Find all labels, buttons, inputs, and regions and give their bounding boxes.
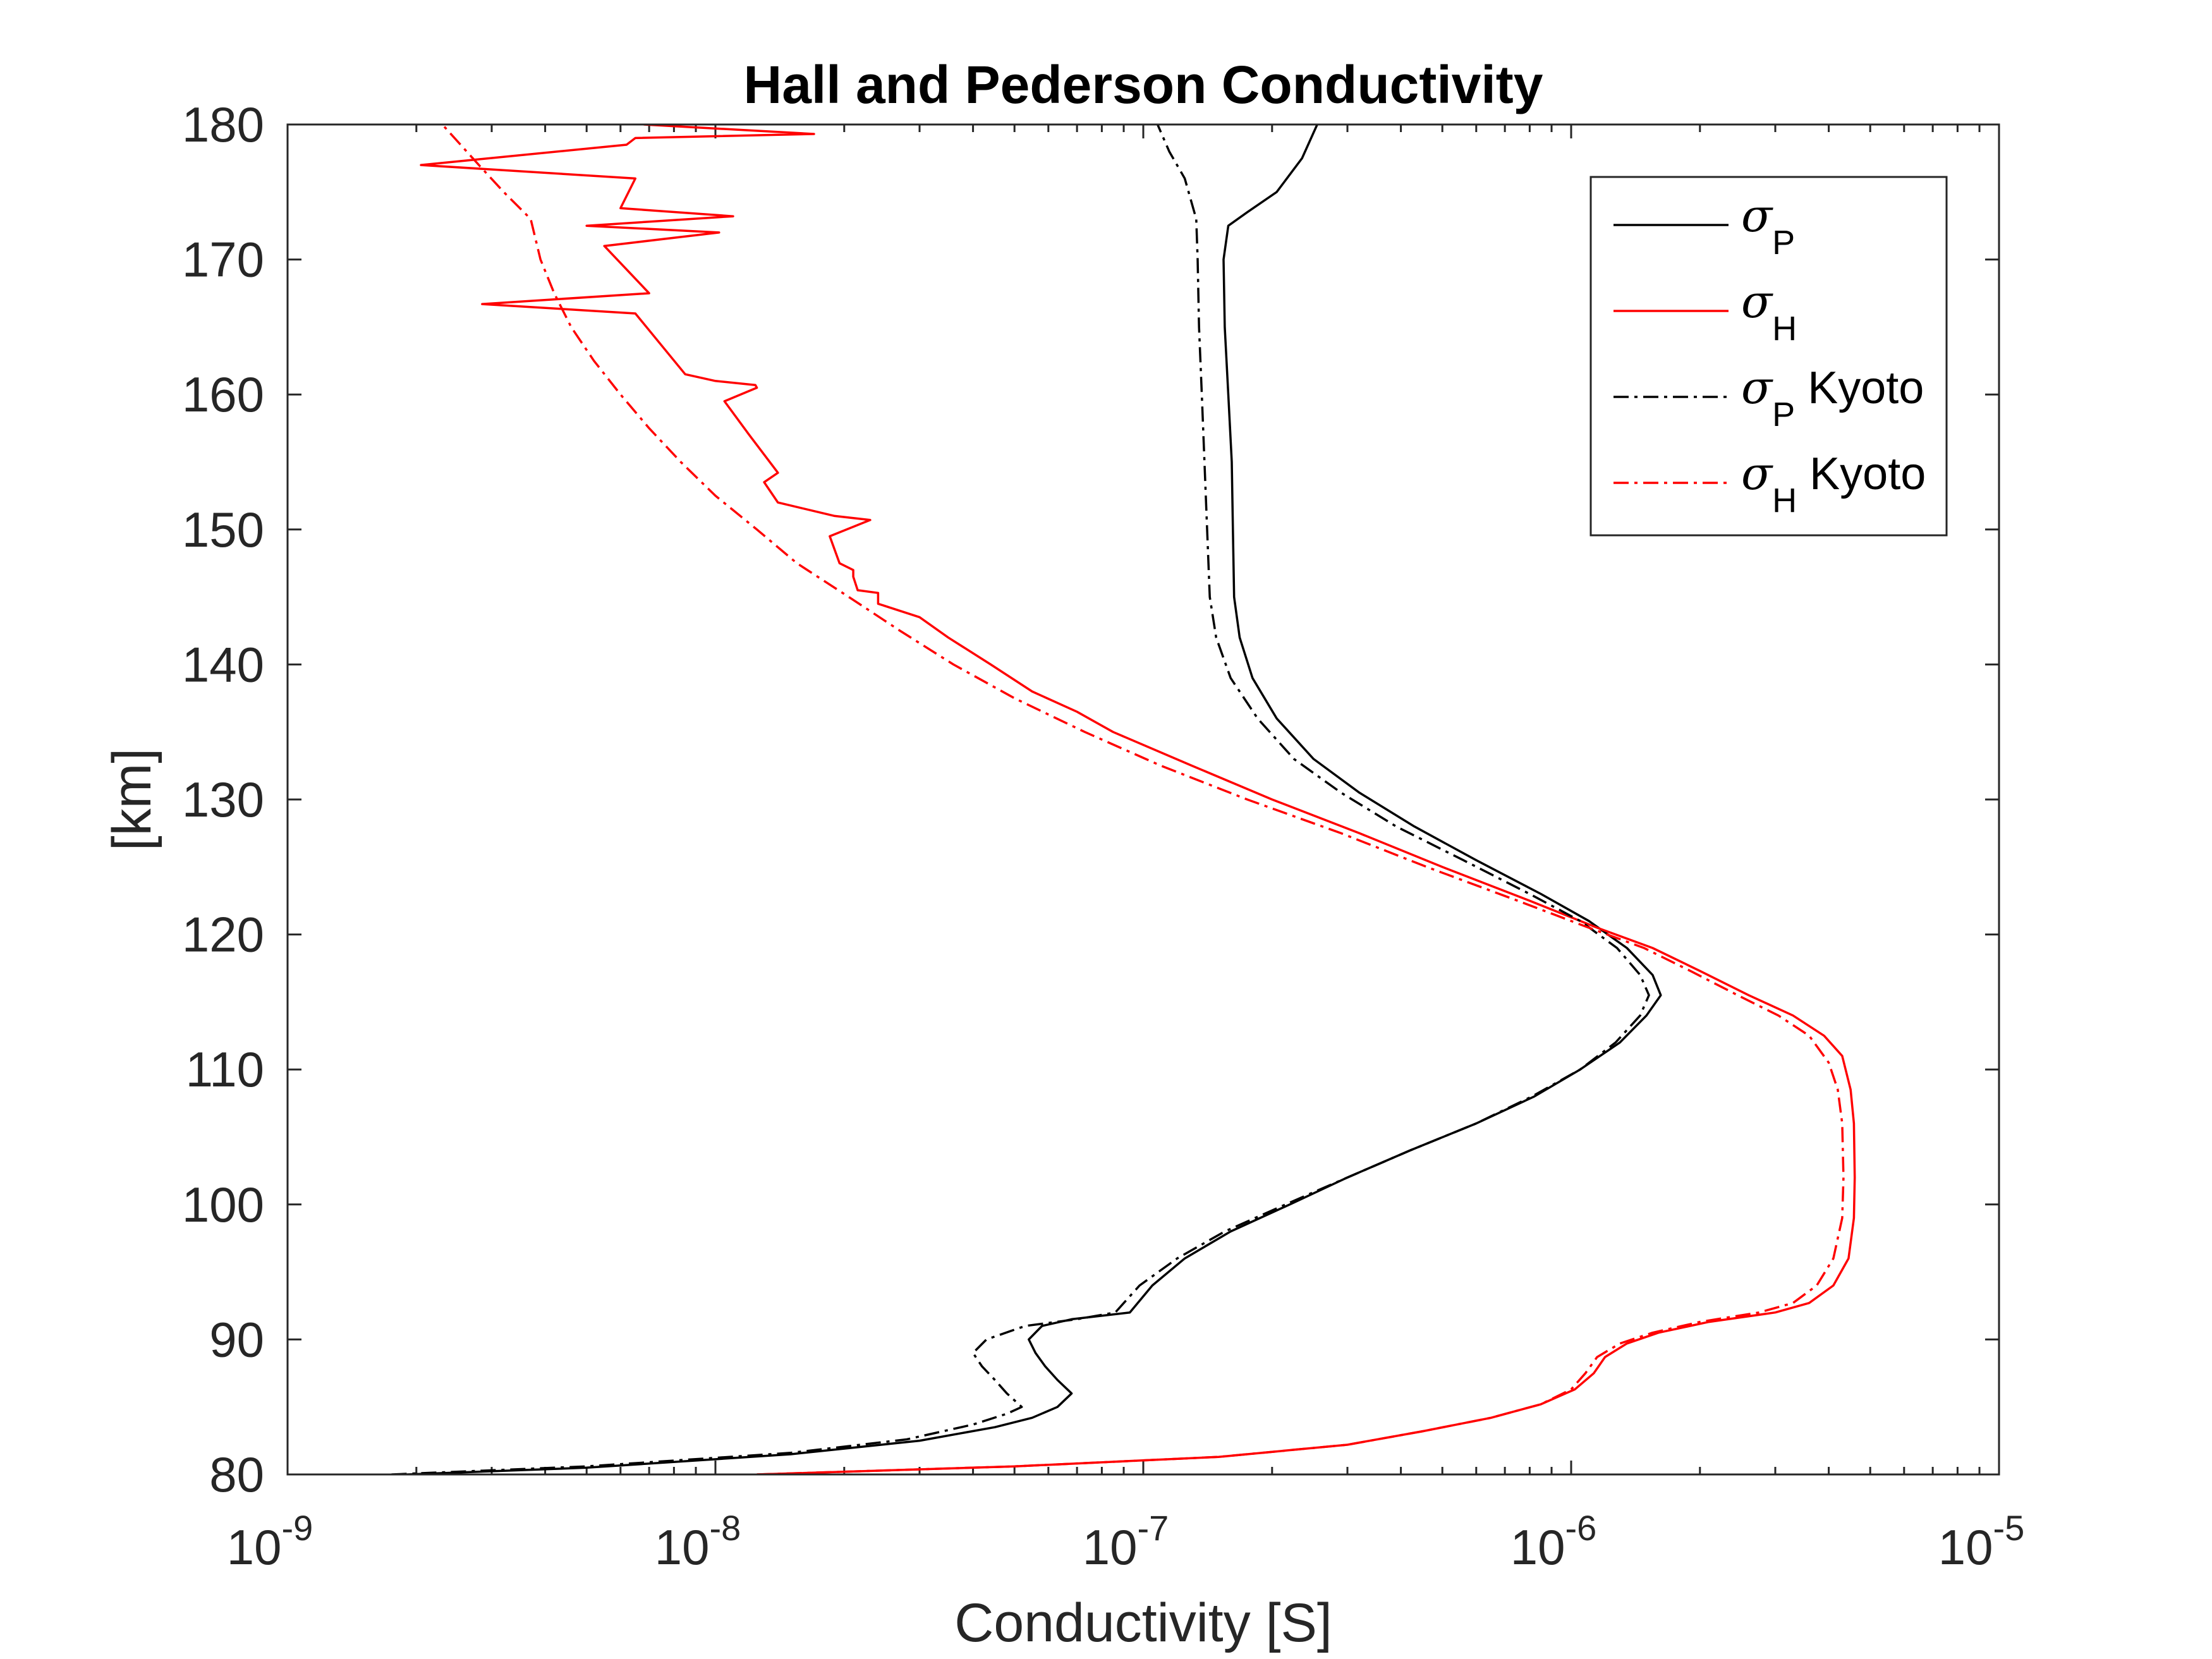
y-tick-label: 140 bbox=[182, 636, 264, 692]
y-tick-label: 130 bbox=[182, 772, 264, 827]
series-layer bbox=[391, 125, 1856, 1474]
x-tick-label-exponent: -8 bbox=[709, 1508, 741, 1548]
legend-suffix: Kyoto bbox=[1795, 363, 1924, 413]
legend-label: σH Kyoto bbox=[1741, 447, 1926, 520]
series-line-0 bbox=[406, 125, 1662, 1474]
y-tick-labels: 80 90 100 110 120 130 140 150 160 170 180 bbox=[182, 97, 264, 1502]
y-axis-label: [km] bbox=[102, 748, 162, 851]
x-tick-label-base: 10 bbox=[227, 1519, 282, 1575]
y-tick-label: 160 bbox=[182, 367, 264, 422]
legend-label: σP bbox=[1741, 189, 1795, 262]
y-tick-label: 150 bbox=[182, 502, 264, 557]
legend-box bbox=[1589, 176, 1948, 537]
legend-symbol: σ bbox=[1741, 447, 1773, 500]
series-line-1 bbox=[420, 125, 1856, 1474]
y-tick-label: 180 bbox=[182, 97, 264, 152]
legend-symbol: σ bbox=[1741, 275, 1773, 328]
x-tick-label: 10-9 bbox=[227, 1508, 313, 1575]
x-tick-label: 10-7 bbox=[1083, 1508, 1169, 1575]
y-tick-label: 80 bbox=[209, 1447, 264, 1502]
y-tick-label: 110 bbox=[186, 1042, 264, 1097]
y-tick-label: 100 bbox=[182, 1177, 264, 1232]
y-tick-label: 120 bbox=[182, 907, 264, 963]
legend-label: σP Kyoto bbox=[1741, 361, 1924, 434]
legend-subscript: H bbox=[1772, 482, 1797, 520]
axis-ticks bbox=[286, 123, 1999, 1476]
legend-suffix: Kyoto bbox=[1797, 449, 1926, 499]
legend-subscript: P bbox=[1772, 224, 1795, 262]
legend-subscript: H bbox=[1772, 310, 1797, 348]
x-tick-label-exponent: -7 bbox=[1137, 1508, 1169, 1548]
x-tick-label-base: 10 bbox=[655, 1519, 710, 1575]
x-tick-label: 10-6 bbox=[1510, 1508, 1597, 1575]
x-tick-labels: 10-9 10-8 10-7 10-6 10-5 bbox=[227, 1508, 2025, 1575]
legend-label: σH bbox=[1741, 275, 1797, 348]
legend-symbol: σ bbox=[1741, 361, 1773, 414]
x-axis-label: Conductivity [S] bbox=[954, 1593, 1332, 1653]
legend-subscript: P bbox=[1772, 396, 1795, 434]
y-tick-label: 90 bbox=[209, 1311, 264, 1367]
series-line-2 bbox=[391, 125, 1650, 1474]
axes-box bbox=[286, 123, 2000, 1476]
x-tick-label-exponent: -6 bbox=[1565, 1508, 1596, 1548]
x-tick-label-exponent: -9 bbox=[281, 1508, 313, 1548]
series-line-3 bbox=[441, 125, 1845, 1474]
x-tick-label-exponent: -5 bbox=[1993, 1508, 2024, 1548]
x-tick-label-base: 10 bbox=[1938, 1519, 1993, 1575]
x-tick-label-base: 10 bbox=[1083, 1519, 1138, 1575]
legend-symbol: σ bbox=[1741, 189, 1773, 242]
y-tick-label: 170 bbox=[182, 232, 264, 288]
x-tick-label: 10-5 bbox=[1938, 1508, 2025, 1575]
chart-title: Hall and Pederson Conductivity bbox=[744, 55, 1543, 114]
x-tick-label-base: 10 bbox=[1510, 1519, 1565, 1575]
x-tick-label: 10-8 bbox=[655, 1508, 741, 1575]
